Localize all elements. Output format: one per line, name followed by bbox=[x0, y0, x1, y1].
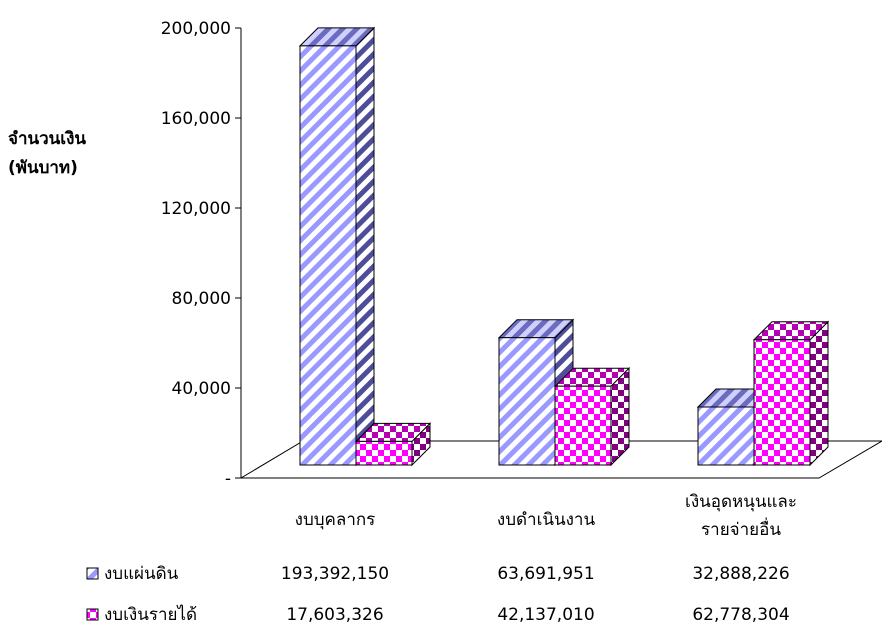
bar-side bbox=[809, 320, 829, 467]
data-table-value: 63,691,951 bbox=[497, 564, 594, 584]
y-tick-label: 120,000 bbox=[161, 199, 231, 219]
bar-front bbox=[554, 385, 612, 466]
bar bbox=[553, 366, 631, 467]
data-table-value: 193,392,150 bbox=[281, 564, 389, 584]
bar-front bbox=[498, 337, 556, 466]
bar bbox=[298, 26, 376, 467]
bar bbox=[354, 422, 432, 467]
bar bbox=[752, 320, 830, 467]
data-table-value: 17,603,326 bbox=[286, 605, 383, 625]
category-label: งบบุคลากร bbox=[295, 510, 376, 530]
y-tick-label: 80,000 bbox=[172, 289, 231, 309]
y-axis-title-line-1: จำนวนเงิน bbox=[8, 129, 87, 149]
y-tick-label: - bbox=[225, 469, 231, 489]
data-table-value: 42,137,010 bbox=[497, 605, 594, 625]
chart-floor bbox=[239, 440, 882, 479]
data-table-value: 32,888,226 bbox=[692, 564, 789, 584]
bar-front bbox=[299, 45, 357, 466]
y-axis-title: จำนวนเงิน (พันบาท) bbox=[8, 125, 128, 183]
y-tick-label: 160,000 bbox=[161, 109, 231, 129]
bar-front bbox=[697, 406, 755, 466]
legend-series-name: งบแผ่นดิน bbox=[104, 564, 179, 584]
bar-side bbox=[355, 26, 375, 467]
category-label: งบดำเนินงาน bbox=[497, 510, 596, 530]
y-tick-label: 200,000 bbox=[161, 19, 231, 39]
bar-front bbox=[753, 339, 811, 466]
legend-swatch bbox=[86, 608, 99, 621]
legend-series-name: งบเงินรายได้ bbox=[104, 604, 197, 625]
y-axis-title-line-2: (พันบาท) bbox=[8, 158, 78, 178]
category-label: เงินอุดหนุนและ bbox=[685, 492, 797, 512]
y-tick-label: 40,000 bbox=[172, 379, 231, 399]
category-label: รายจ่ายอื่น bbox=[701, 517, 781, 540]
legend-swatch bbox=[86, 567, 99, 580]
bar-front bbox=[355, 440, 413, 466]
data-table-value: 62,778,304 bbox=[692, 605, 789, 625]
